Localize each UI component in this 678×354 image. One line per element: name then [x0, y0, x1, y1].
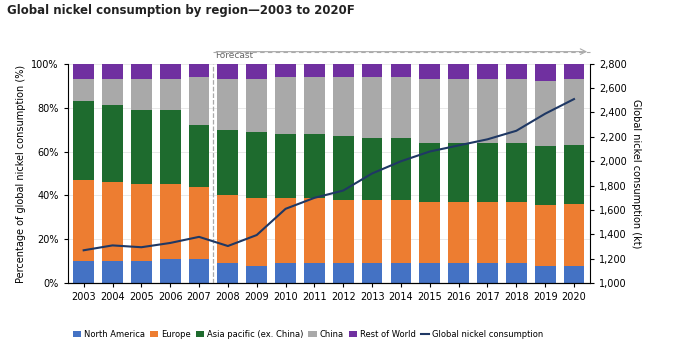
Bar [420, 143, 440, 202]
Bar [506, 202, 527, 263]
Bar [246, 64, 267, 79]
Bar [275, 198, 296, 263]
Bar [477, 202, 498, 263]
Bar [102, 182, 123, 261]
Bar [131, 79, 152, 110]
Bar [102, 105, 123, 182]
Bar [218, 130, 238, 195]
Bar [73, 64, 94, 79]
Bar [188, 77, 210, 125]
Bar [535, 205, 555, 266]
Bar [333, 263, 354, 283]
Bar [361, 138, 382, 200]
Bar [361, 200, 382, 263]
Bar [188, 64, 210, 77]
Bar [506, 79, 527, 143]
Bar [131, 110, 152, 184]
Bar [160, 184, 180, 259]
Bar [563, 145, 584, 204]
Bar [131, 184, 152, 261]
Bar [420, 263, 440, 283]
Bar [477, 64, 498, 79]
Bar [188, 125, 210, 187]
Bar [275, 77, 296, 134]
Bar [131, 261, 152, 283]
Bar [333, 77, 354, 136]
Bar [246, 198, 267, 266]
Bar [131, 64, 152, 79]
Bar [448, 79, 469, 143]
Bar [333, 136, 354, 200]
Bar [102, 64, 123, 79]
Bar [506, 143, 527, 202]
Bar [448, 202, 469, 263]
Bar [391, 64, 412, 77]
Bar [361, 263, 382, 283]
Bar [391, 77, 412, 138]
Bar [477, 79, 498, 143]
Bar [160, 259, 180, 283]
Bar [535, 64, 555, 81]
Bar [275, 64, 296, 77]
Bar [448, 64, 469, 79]
Bar [246, 132, 267, 198]
Bar [361, 64, 382, 77]
Text: Global nickel consumption by region—2003 to 2020F: Global nickel consumption by region—2003… [7, 4, 355, 17]
Bar [420, 202, 440, 263]
Bar [506, 263, 527, 283]
Bar [73, 261, 94, 283]
Bar [361, 77, 382, 138]
Bar [391, 138, 412, 200]
Bar [218, 195, 238, 263]
Bar [218, 64, 238, 79]
Bar [73, 180, 94, 261]
Bar [160, 79, 180, 110]
Bar [218, 79, 238, 130]
Bar [420, 79, 440, 143]
Y-axis label: Percentage of global nickel consumption (%): Percentage of global nickel consumption … [16, 64, 26, 282]
Bar [304, 134, 325, 198]
Bar [477, 143, 498, 202]
Bar [563, 64, 584, 79]
Bar [477, 263, 498, 283]
Bar [304, 198, 325, 263]
Bar [246, 266, 267, 283]
Bar [73, 101, 94, 180]
Bar [218, 263, 238, 283]
Bar [73, 79, 94, 101]
Bar [275, 263, 296, 283]
Bar [506, 64, 527, 79]
Bar [391, 263, 412, 283]
Bar [188, 187, 210, 259]
Bar [246, 79, 267, 132]
Bar [535, 266, 555, 283]
Bar [304, 77, 325, 134]
Bar [448, 263, 469, 283]
Bar [563, 79, 584, 145]
Text: Forecast: Forecast [215, 51, 253, 61]
Bar [535, 146, 555, 205]
Bar [304, 64, 325, 77]
Bar [333, 200, 354, 263]
Bar [563, 266, 584, 283]
Bar [102, 261, 123, 283]
Bar [275, 134, 296, 198]
Bar [448, 143, 469, 202]
Bar [535, 81, 555, 146]
Bar [391, 200, 412, 263]
Bar [160, 110, 180, 184]
Bar [160, 64, 180, 79]
Bar [563, 204, 584, 266]
Y-axis label: Global nickel consumption (kt): Global nickel consumption (kt) [631, 99, 641, 248]
Bar [420, 64, 440, 79]
Bar [304, 263, 325, 283]
Bar [188, 259, 210, 283]
Bar [333, 64, 354, 77]
Bar [102, 79, 123, 105]
Legend: North America, Europe, Asia pacific (ex. China), China, Rest of World, Global ni: North America, Europe, Asia pacific (ex.… [69, 327, 546, 343]
